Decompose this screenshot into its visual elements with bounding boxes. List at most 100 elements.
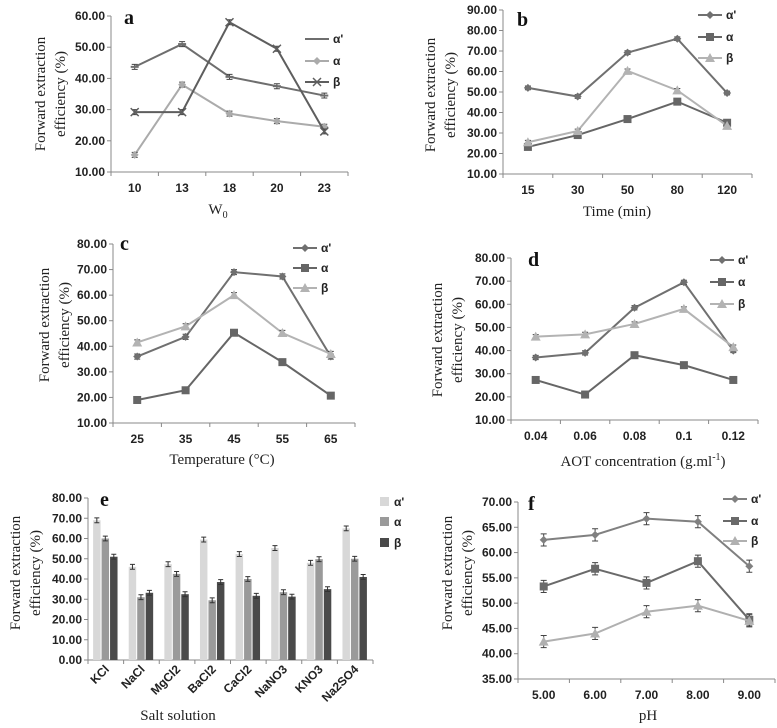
error-bar bbox=[129, 563, 135, 570]
legend-label: α bbox=[751, 514, 759, 528]
y-axis-label: Forward extraction bbox=[423, 37, 439, 152]
error-bar bbox=[308, 559, 314, 566]
data-point bbox=[728, 342, 739, 352]
y-tick-label: 70.00 bbox=[482, 495, 512, 509]
data-point bbox=[181, 332, 190, 341]
legend-swatch bbox=[380, 538, 389, 547]
error-bar bbox=[360, 574, 366, 580]
y-tick-label: 30.00 bbox=[52, 592, 82, 606]
y-tick-label: 90.00 bbox=[467, 3, 497, 17]
data-point bbox=[630, 351, 639, 360]
data-point bbox=[591, 530, 600, 539]
x-tick-label: 0.1 bbox=[676, 429, 693, 443]
x-tick-label: 7.00 bbox=[635, 688, 659, 702]
error-bar bbox=[236, 551, 242, 558]
series-line bbox=[527, 100, 728, 148]
legend-swatch bbox=[380, 497, 389, 506]
data-point bbox=[679, 361, 688, 370]
legend-marker bbox=[730, 536, 740, 545]
y-tick-label: 60.00 bbox=[482, 546, 512, 560]
x-tick-label: 80 bbox=[671, 183, 685, 197]
series-line bbox=[133, 83, 325, 156]
line-series-0 bbox=[539, 512, 754, 573]
y-tick-label: 50.00 bbox=[467, 85, 497, 99]
error-bar bbox=[138, 594, 144, 601]
data-point bbox=[591, 564, 600, 573]
error-bar bbox=[280, 589, 286, 596]
data-point bbox=[623, 48, 632, 57]
data-point bbox=[729, 375, 738, 384]
x-tick-label: NaNO3 bbox=[252, 662, 290, 700]
y-tick-label: 65.00 bbox=[482, 520, 512, 534]
y-tick-label: 70.00 bbox=[77, 263, 107, 277]
x-axis-label: Salt solution bbox=[140, 708, 216, 724]
bar bbox=[93, 520, 101, 660]
data-point bbox=[272, 44, 282, 54]
error-bar bbox=[289, 593, 295, 600]
y-tick-label: 50.00 bbox=[75, 40, 105, 54]
x-tick-label: 45 bbox=[227, 432, 241, 446]
chart-panel-d: 10.00 20.00 30.00 40.00 50.00 60.00 70.00 80.00… bbox=[430, 249, 759, 470]
line-series-0 bbox=[130, 41, 329, 99]
bar bbox=[172, 573, 181, 660]
y-axis-label: efficiency (%) bbox=[57, 282, 73, 368]
bar bbox=[288, 596, 296, 660]
x-tick-label: KCl bbox=[87, 662, 112, 687]
x-tick-label: CaCl2 bbox=[220, 662, 254, 696]
data-point bbox=[722, 120, 733, 130]
line-series-2 bbox=[132, 290, 336, 358]
y-axis-label: efficiency (%) bbox=[443, 52, 459, 138]
y-tick-label: 20.00 bbox=[467, 147, 497, 161]
error-bar bbox=[102, 535, 108, 542]
y-tick-label: 70.00 bbox=[467, 44, 497, 58]
data-point bbox=[277, 327, 288, 337]
legend-label: α bbox=[321, 261, 329, 275]
x-tick-label: 6.00 bbox=[583, 688, 607, 702]
y-tick-label: 50.00 bbox=[475, 320, 505, 334]
chart-panel-e: 0.00 10.00 20.00 30.00 40.00 50.00 60.00 70.00 8… bbox=[8, 489, 404, 724]
y-tick-label: 80.00 bbox=[467, 24, 497, 38]
x-axis-label: AOT concentration (g.ml-1) bbox=[560, 452, 725, 470]
series-line bbox=[137, 331, 332, 401]
data-point bbox=[523, 83, 532, 92]
legend-label: α' bbox=[394, 495, 404, 509]
data-point bbox=[629, 318, 640, 328]
line-series-2 bbox=[522, 65, 733, 147]
series-line bbox=[543, 517, 750, 567]
data-point bbox=[132, 337, 143, 347]
bar bbox=[244, 579, 252, 660]
bar bbox=[181, 594, 189, 660]
line-series-2 bbox=[538, 599, 755, 649]
bar bbox=[252, 595, 261, 660]
legend-marker bbox=[312, 77, 322, 87]
bar bbox=[128, 566, 137, 660]
y-tick-label: 40.00 bbox=[467, 106, 497, 120]
x-axis-label-main: Salt solution bbox=[140, 708, 216, 724]
bar bbox=[110, 556, 118, 660]
chart-panel-b: 10.00 20.00 30.00 40.00 50.00 60.00 70.00 80.00… bbox=[423, 3, 753, 220]
data-point bbox=[678, 303, 689, 313]
data-point bbox=[581, 348, 590, 357]
x-tick-label: 120 bbox=[717, 183, 737, 197]
y-tick-label: 80.00 bbox=[77, 237, 107, 251]
bar bbox=[164, 564, 172, 660]
y-tick-label: 70.00 bbox=[52, 511, 82, 525]
error-bar bbox=[352, 555, 358, 562]
x-tick-label: 50 bbox=[621, 183, 635, 197]
data-point bbox=[673, 34, 682, 43]
error-bar bbox=[182, 591, 188, 598]
data-point bbox=[229, 290, 239, 300]
x-tick-label: 65 bbox=[324, 432, 338, 446]
data-point bbox=[673, 97, 682, 106]
panel-letter: e bbox=[100, 489, 109, 511]
data-point bbox=[278, 358, 287, 367]
data-point bbox=[319, 126, 329, 136]
data-point bbox=[590, 628, 601, 638]
data-point bbox=[133, 352, 142, 361]
data-point bbox=[224, 17, 235, 27]
data-point bbox=[623, 115, 632, 124]
line-series-1 bbox=[531, 351, 738, 399]
y-tick-label: 70.00 bbox=[475, 274, 505, 288]
legend-label: α' bbox=[726, 8, 736, 22]
